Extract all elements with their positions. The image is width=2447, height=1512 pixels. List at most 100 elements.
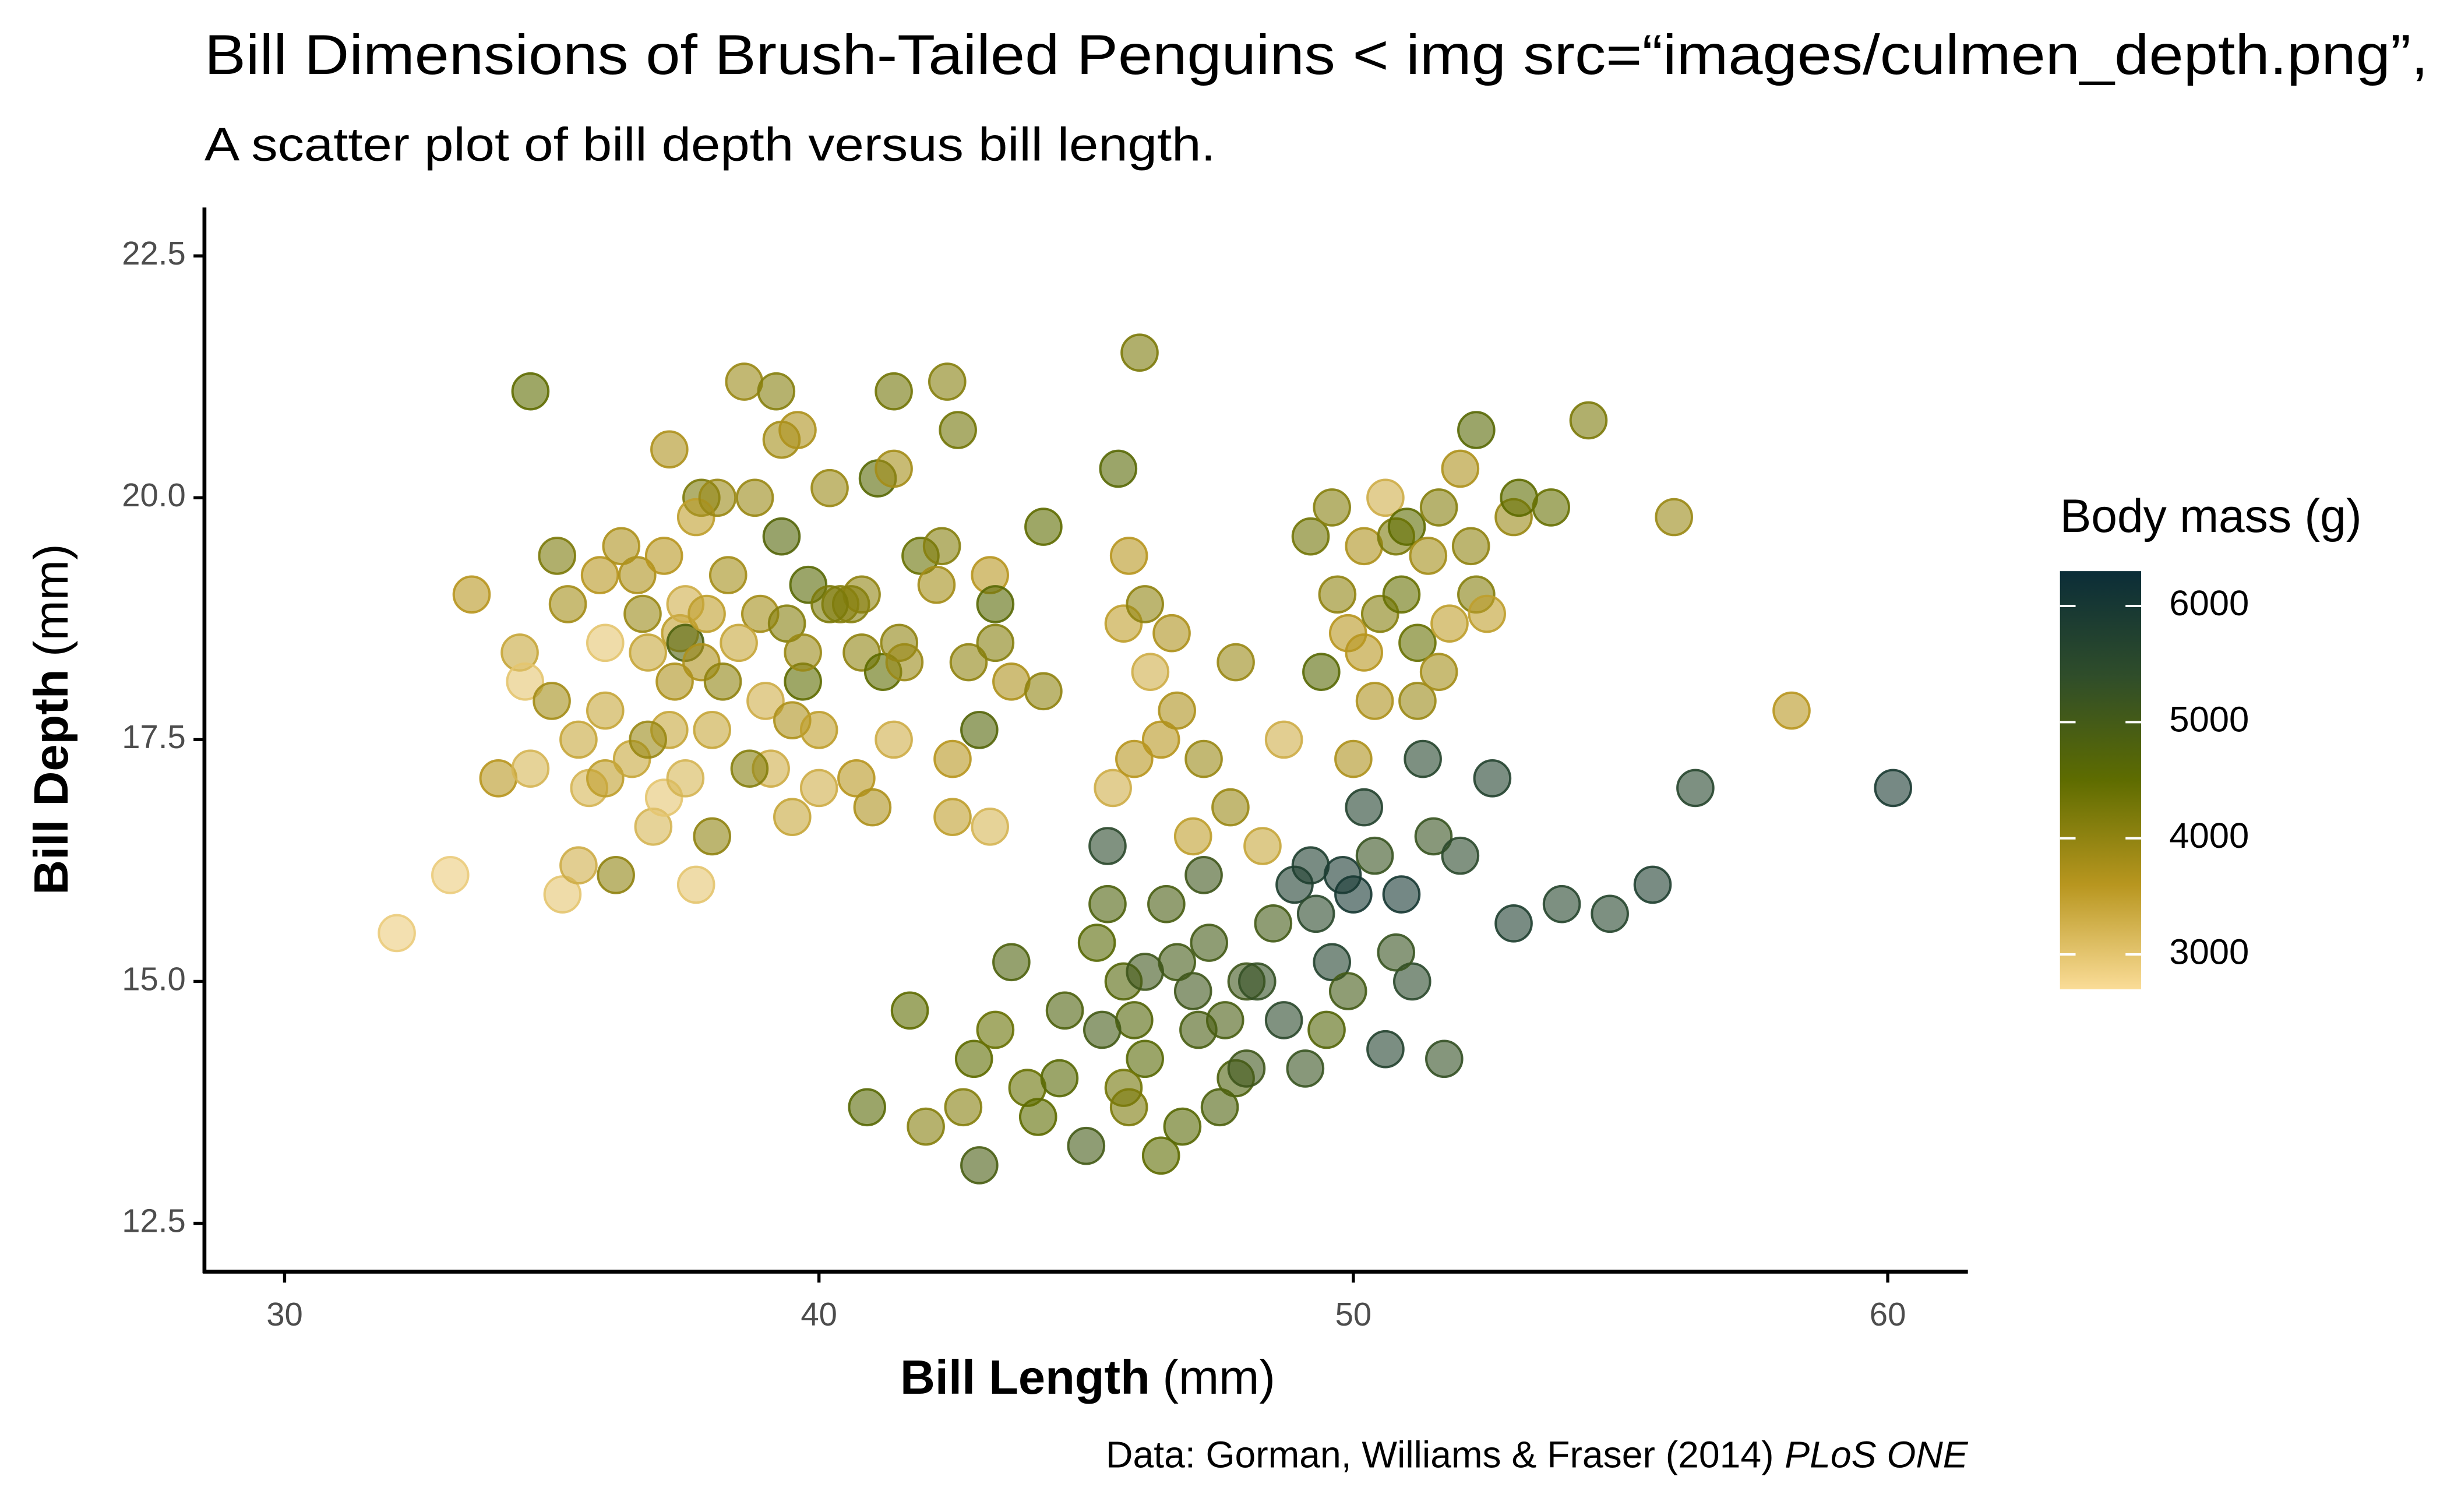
point bbox=[960, 1146, 999, 1185]
point bbox=[1419, 653, 1458, 691]
point bbox=[837, 759, 876, 798]
point bbox=[1591, 894, 1629, 933]
point bbox=[1313, 488, 1352, 527]
point bbox=[1633, 865, 1672, 904]
y-axis-label: Bill Depth (mm) bbox=[24, 544, 78, 894]
point bbox=[767, 604, 806, 643]
point bbox=[1655, 498, 1694, 537]
point bbox=[730, 749, 769, 788]
point bbox=[954, 1039, 993, 1079]
point bbox=[1392, 962, 1431, 1001]
point bbox=[1126, 1039, 1164, 1079]
x-tick-label: 50 bbox=[1335, 1296, 1372, 1333]
x-tick-label: 60 bbox=[1870, 1296, 1906, 1333]
point bbox=[1109, 537, 1148, 575]
y-axis-label-unit: (mm) bbox=[24, 544, 78, 657]
point bbox=[1120, 333, 1159, 372]
point bbox=[586, 623, 625, 662]
point bbox=[602, 527, 641, 566]
point bbox=[1184, 739, 1223, 778]
point bbox=[1425, 1039, 1464, 1079]
point bbox=[1158, 691, 1197, 730]
point bbox=[1217, 643, 1255, 682]
point bbox=[875, 372, 913, 411]
x-axis-label-main: Bill Length bbox=[900, 1350, 1150, 1404]
point bbox=[378, 914, 416, 953]
point bbox=[1040, 1059, 1079, 1098]
point bbox=[917, 565, 956, 604]
point bbox=[708, 556, 748, 594]
point bbox=[1345, 527, 1384, 566]
point bbox=[933, 739, 972, 778]
point bbox=[1772, 691, 1811, 730]
point bbox=[1318, 575, 1357, 614]
point bbox=[1126, 953, 1164, 991]
point bbox=[506, 662, 545, 701]
point bbox=[1024, 672, 1063, 711]
point bbox=[1569, 401, 1608, 440]
point bbox=[479, 759, 518, 798]
point bbox=[698, 478, 737, 517]
x-axis-label: Bill Length (mm) bbox=[900, 1350, 1275, 1404]
point bbox=[666, 759, 705, 798]
y-tick-label: 20.0 bbox=[122, 477, 185, 513]
y-tick-label: 22.5 bbox=[122, 235, 185, 272]
point bbox=[1377, 933, 1416, 972]
point bbox=[1345, 633, 1384, 672]
point bbox=[597, 856, 635, 894]
point bbox=[1473, 759, 1512, 798]
point bbox=[1163, 1107, 1202, 1146]
point bbox=[687, 594, 726, 633]
point bbox=[1291, 517, 1330, 556]
y-axis-label-main: Bill Depth bbox=[24, 669, 78, 894]
point bbox=[853, 788, 892, 827]
point bbox=[1200, 1088, 1239, 1127]
colorbar-tick-label: 6000 bbox=[2169, 583, 2249, 623]
point bbox=[1296, 894, 1335, 933]
point bbox=[1179, 1010, 1218, 1049]
x-tick-label: 40 bbox=[801, 1296, 837, 1333]
point bbox=[623, 594, 662, 633]
point bbox=[976, 623, 1015, 662]
point bbox=[1286, 1049, 1325, 1088]
point bbox=[629, 633, 667, 672]
point bbox=[1874, 769, 1913, 808]
point bbox=[1045, 991, 1084, 1030]
point bbox=[1109, 1088, 1148, 1127]
point bbox=[1264, 1001, 1303, 1039]
point bbox=[1500, 478, 1539, 517]
point bbox=[907, 1107, 945, 1146]
caption: Data: Gorman, Williams & Fraser (2014) PL… bbox=[1106, 1433, 1969, 1475]
point bbox=[1398, 682, 1437, 720]
point bbox=[1468, 594, 1507, 633]
point bbox=[1018, 1098, 1057, 1136]
caption-text: Data: Gorman, Williams & Fraser (2014) bbox=[1106, 1433, 1773, 1475]
colorbar-tick-label: 3000 bbox=[2169, 932, 2249, 972]
points bbox=[378, 333, 1913, 1185]
point bbox=[693, 710, 732, 749]
chart-subtitle: A scatter plot of bill depth versus bill… bbox=[204, 119, 1216, 171]
point bbox=[1211, 788, 1250, 827]
point bbox=[693, 817, 732, 856]
point bbox=[548, 585, 587, 623]
point bbox=[1099, 449, 1138, 488]
caption-italic: PLoS ONE bbox=[1785, 1433, 1968, 1475]
x-tick-label: 30 bbox=[266, 1296, 303, 1333]
point bbox=[735, 478, 774, 517]
point bbox=[676, 865, 715, 904]
point bbox=[1494, 904, 1533, 943]
point bbox=[1077, 924, 1116, 962]
point bbox=[1542, 884, 1581, 924]
point bbox=[944, 1088, 983, 1127]
point bbox=[1366, 478, 1405, 517]
y-tick-label: 17.5 bbox=[122, 718, 185, 755]
point bbox=[976, 585, 1015, 623]
point bbox=[992, 943, 1031, 982]
point bbox=[810, 585, 849, 623]
point bbox=[431, 856, 470, 894]
point bbox=[511, 372, 550, 411]
colorbar-tick-label: 5000 bbox=[2169, 700, 2249, 740]
point bbox=[757, 372, 796, 411]
point bbox=[799, 710, 838, 749]
point bbox=[1152, 614, 1191, 653]
